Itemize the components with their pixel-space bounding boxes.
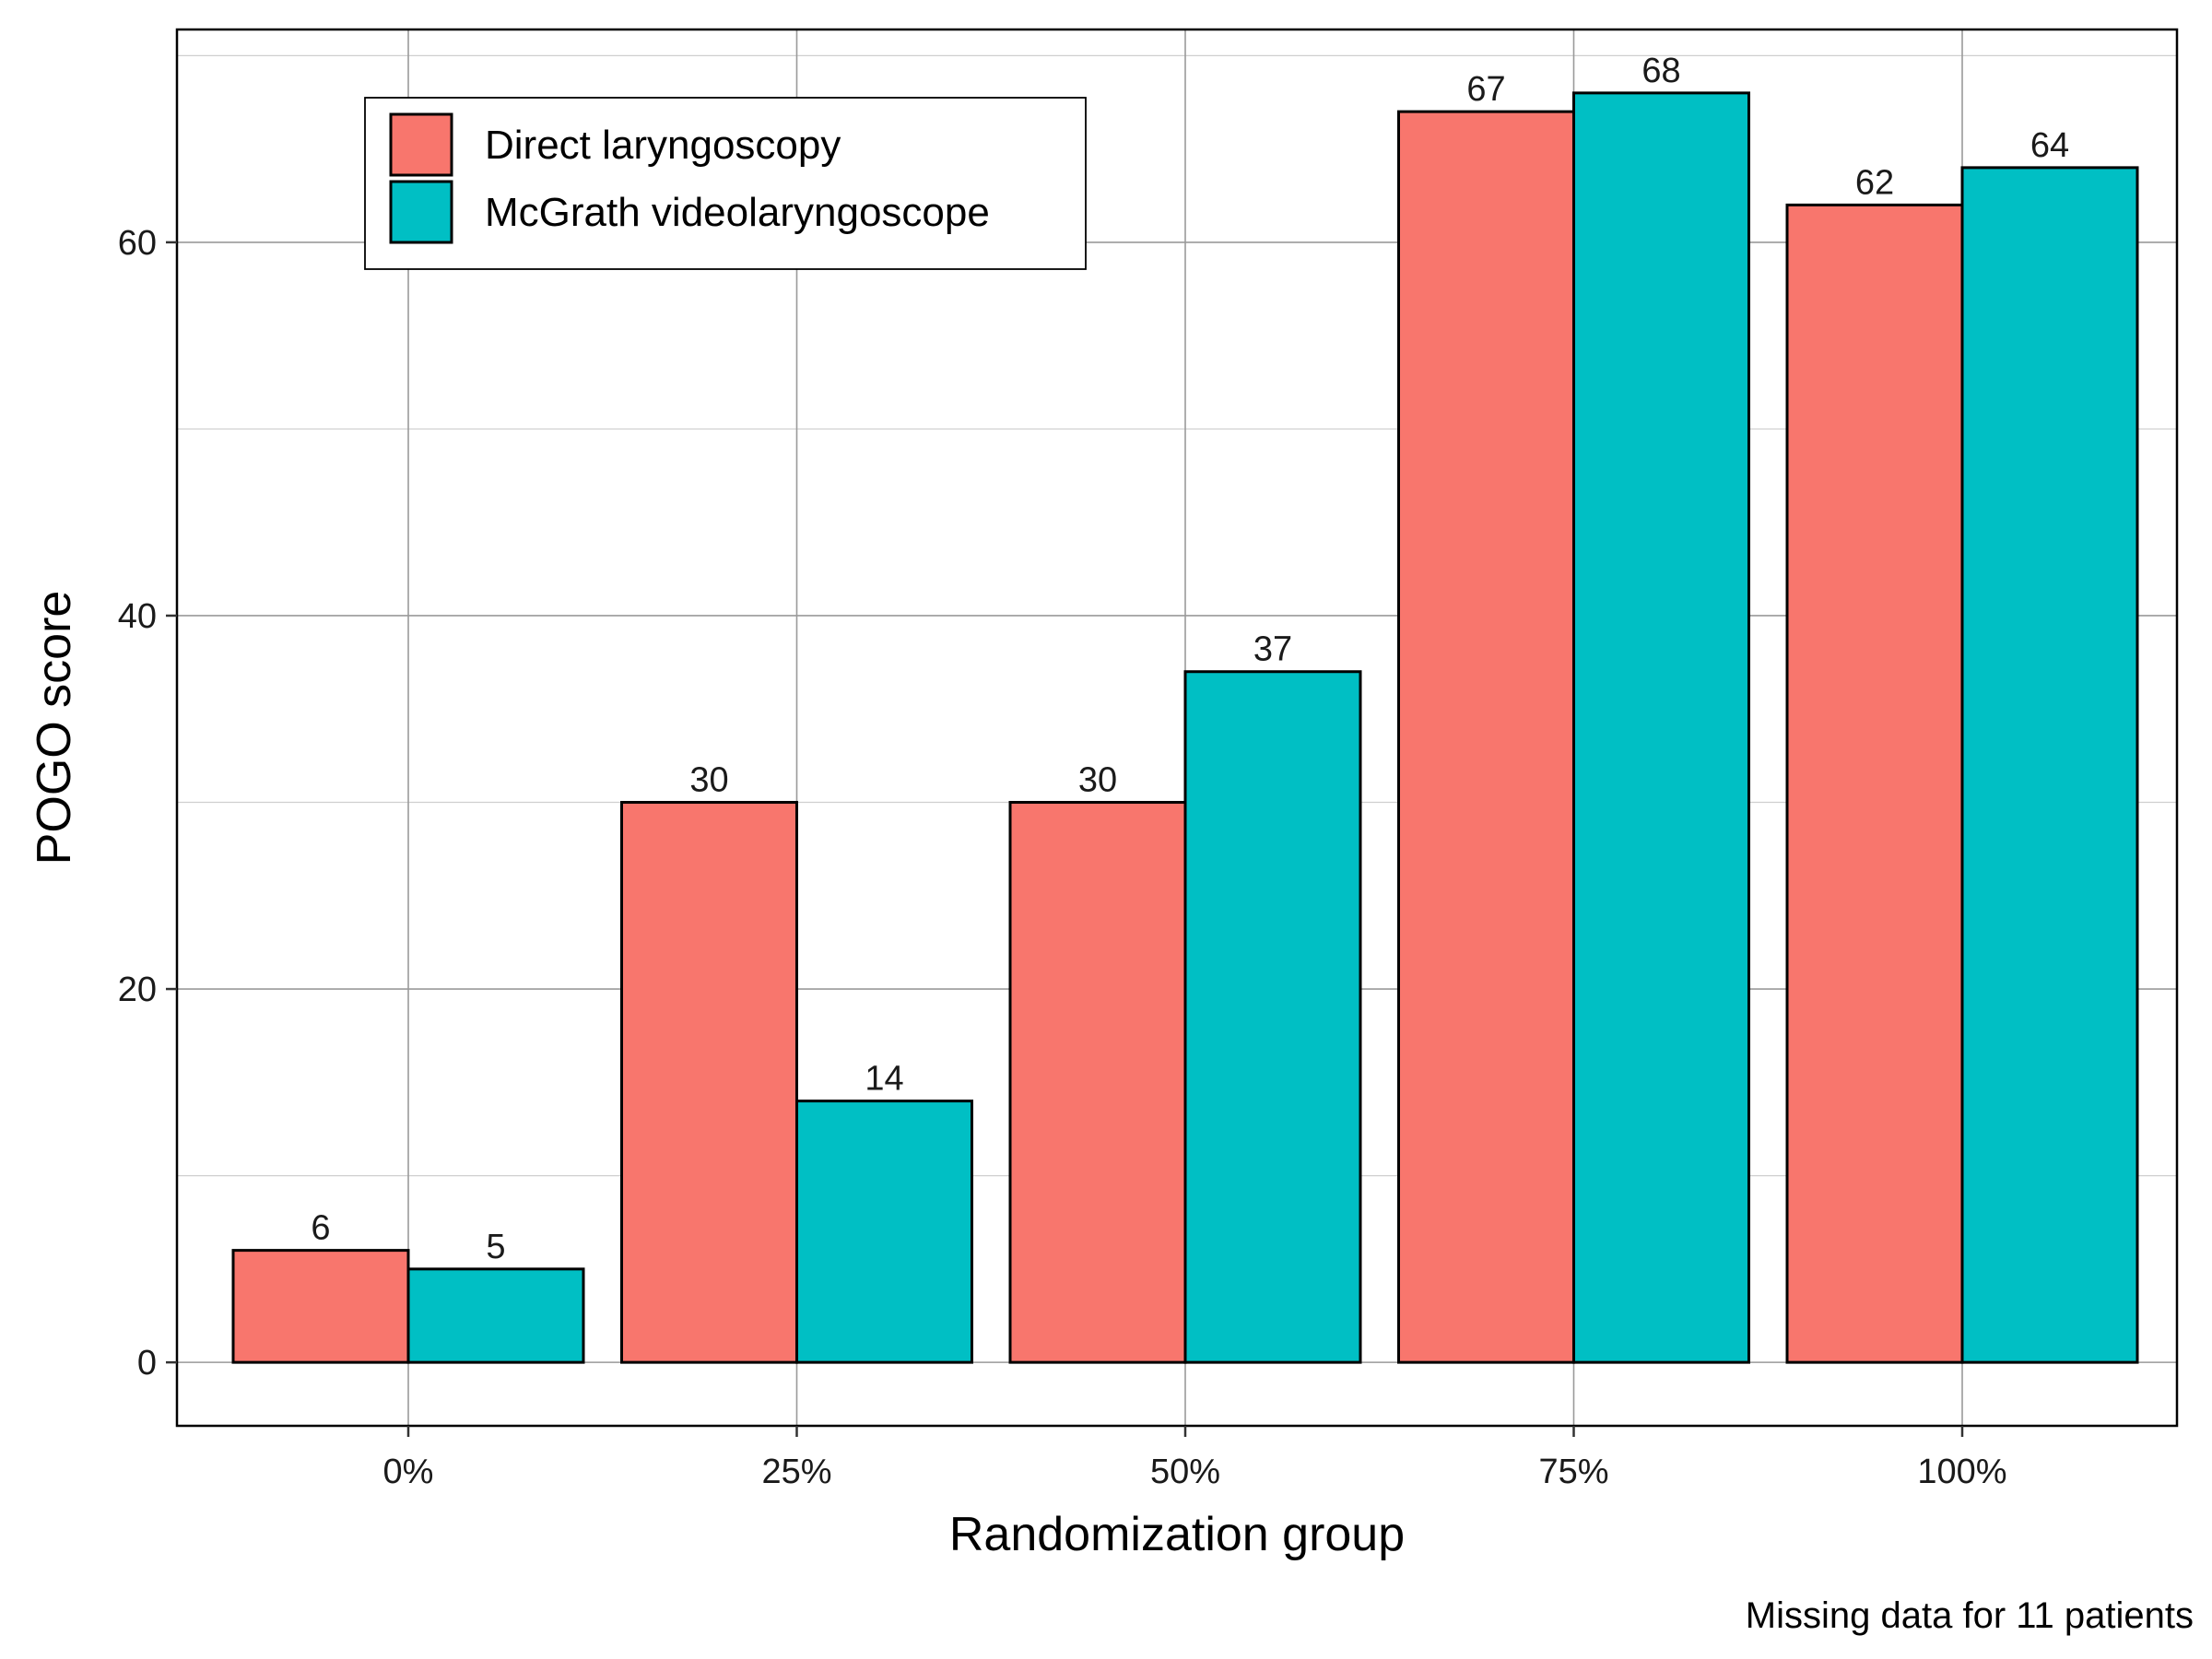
x-tick-label: 25% [761,1453,831,1491]
bar-value-label: 14 [865,1060,903,1099]
x-tick-label: 75% [1538,1453,1608,1491]
x-tick-label: 0% [383,1453,434,1491]
legend-swatch [389,180,453,244]
bar-value-label: 64 [2030,126,2069,165]
bar-value-label: 68 [1641,52,1680,90]
bar-value-label: 62 [1855,163,1894,202]
bar-direct-laryngoscopy [1397,110,1575,1364]
y-axis: 0 20 40 60 [118,224,177,1382]
y-tick-label: 0 [137,1344,157,1382]
legend: Direct laryngoscopy McGrath videolaryngos… [364,97,1087,270]
x-tick-label: 50% [1150,1453,1220,1491]
data-labels: 6 30 30 67 62 5 14 37 68 64 [311,52,2069,1266]
bar-value-label: 5 [486,1228,505,1266]
legend-swatch [389,112,453,177]
bar-mcgrath-videolaryngoscope [1572,91,1750,1364]
bar-value-label: 37 [1253,630,1292,669]
bar-value-label: 30 [1078,761,1117,800]
bar-value-label: 30 [689,761,728,800]
bar-mcgrath-videolaryngoscope [406,1267,585,1364]
y-axis-title: POGO score [28,591,81,865]
caption: Missing data for 11 patients [1746,1595,2194,1636]
y-tick-label: 60 [118,224,157,263]
legend-label: Direct laryngoscopy [485,123,841,168]
bar-value-label: 67 [1466,70,1505,109]
y-tick-label: 40 [118,597,157,636]
bar-mcgrath-videolaryngoscope [1183,670,1362,1364]
bar-direct-laryngoscopy [231,1249,410,1364]
bar-direct-laryngoscopy [1785,203,1964,1364]
bar-mcgrath-videolaryngoscope [1960,166,2139,1364]
plot-panel-border [175,28,2179,1428]
bars [231,91,2139,1364]
bar-direct-laryngoscopy [1008,801,1187,1364]
legend-label: McGrath videolaryngoscope [485,190,990,235]
bar-mcgrath-videolaryngoscope [795,1100,973,1364]
y-tick-label: 20 [118,971,157,1009]
legend-box [364,97,1087,270]
bar-direct-laryngoscopy [620,801,798,1364]
bar-value-label: 6 [311,1209,330,1248]
x-axis: 0% 25% 50% 75% 100% [383,1426,2007,1491]
x-tick-label: 100% [1917,1453,2006,1491]
x-axis-title: Randomization group [949,1508,1405,1561]
